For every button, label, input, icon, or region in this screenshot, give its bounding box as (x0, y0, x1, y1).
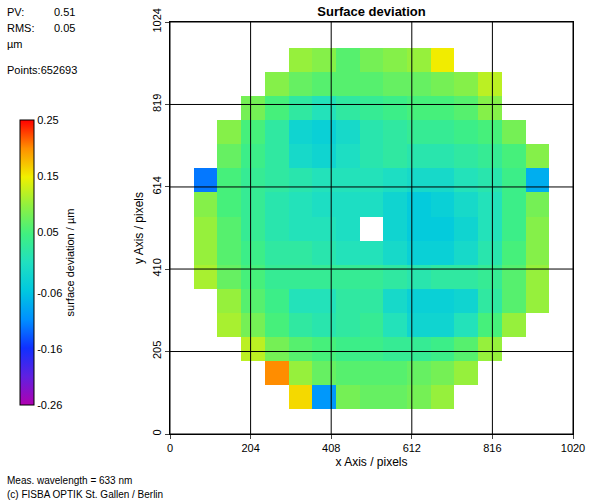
svg-text:819: 819 (151, 94, 163, 112)
svg-text:0.05: 0.05 (37, 226, 58, 238)
svg-text:204: 204 (241, 442, 259, 454)
svg-text:1020: 1020 (561, 442, 585, 454)
svg-text:surface deviation / µm: surface deviation / µm (64, 209, 76, 317)
svg-text:y Axis / pixels: y Axis / pixels (132, 192, 146, 264)
svg-text:RMS:: RMS: (7, 22, 35, 34)
svg-text:x Axis / pixels: x Axis / pixels (335, 455, 407, 469)
svg-text:Meas. wavelength = 633 nm: Meas. wavelength = 633 nm (7, 475, 132, 486)
svg-text:0.25: 0.25 (37, 114, 58, 126)
svg-text:0: 0 (151, 429, 163, 435)
svg-text:0: 0 (167, 442, 173, 454)
svg-text:614: 614 (151, 176, 163, 194)
svg-text:-0.16: -0.16 (37, 343, 62, 355)
svg-text:816: 816 (483, 442, 501, 454)
svg-text:1024: 1024 (151, 8, 163, 32)
svg-text:-0.26: -0.26 (37, 399, 62, 411)
svg-text:0.15: 0.15 (37, 170, 58, 182)
svg-text:408: 408 (322, 442, 340, 454)
svg-text:612: 612 (403, 442, 421, 454)
svg-text:-0.06: -0.06 (37, 287, 62, 299)
svg-text:410: 410 (151, 258, 163, 276)
svg-text:0.05: 0.05 (54, 22, 75, 34)
svg-text:µm: µm (7, 38, 23, 50)
svg-text:PV:: PV: (7, 6, 24, 18)
svg-text:(c) FISBA OPTIK St. Gallen / B: (c) FISBA OPTIK St. Gallen / Berlin (7, 489, 163, 500)
svg-text:205: 205 (151, 341, 163, 359)
svg-text:0.51: 0.51 (54, 6, 75, 18)
svg-text:Points:652693: Points:652693 (7, 64, 77, 76)
svg-text:Surface deviation: Surface deviation (317, 4, 425, 19)
